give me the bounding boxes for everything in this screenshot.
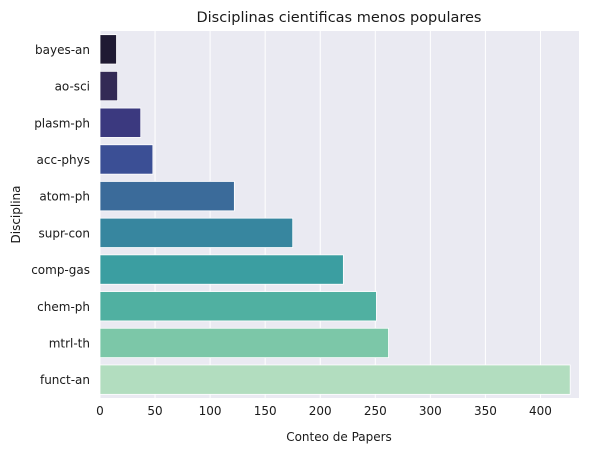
- x-tick-labels: 0 50 100 150 200 250 300 350 400: [96, 404, 552, 418]
- y-tick-label: acc-phys: [37, 153, 90, 167]
- bars: [99, 34, 571, 395]
- x-tick-label: 250: [364, 404, 387, 418]
- y-tick-label: chem-ph: [37, 300, 90, 314]
- y-axis-label: Disciplina: [9, 185, 23, 243]
- x-tick-label: 400: [529, 404, 552, 418]
- x-tick-label: 150: [254, 404, 277, 418]
- bar-ao-sci: [99, 70, 119, 102]
- y-tick-label: funct-an: [40, 373, 90, 387]
- x-tick-label: 350: [474, 404, 497, 418]
- x-tick-label: 100: [199, 404, 222, 418]
- bar-comp-gas: [99, 254, 344, 285]
- bar-acc-phys: [99, 144, 154, 175]
- bar-supr-con: [99, 217, 294, 248]
- x-axis-label: Conteo de Papers: [286, 430, 392, 444]
- y-tick-label: bayes-an: [35, 43, 90, 57]
- bar-funct-an: [99, 364, 571, 395]
- bar-bayes-an: [99, 34, 117, 65]
- x-tick-label: 0: [96, 404, 104, 418]
- bar-atom-ph: [99, 181, 235, 212]
- y-tick-label: ao-sci: [55, 80, 90, 94]
- y-tick-label: mtrl-th: [49, 336, 90, 350]
- x-tick-label: 50: [147, 404, 162, 418]
- bar-plasm-ph: [99, 107, 142, 138]
- y-tick-label: atom-ph: [39, 190, 90, 204]
- y-tick-label: comp-gas: [31, 263, 90, 277]
- y-tick-label: plasm-ph: [34, 116, 90, 130]
- y-tick-label: supr-con: [38, 226, 90, 240]
- bar-chem-ph: [99, 291, 377, 322]
- chart-title: Disciplinas cientificas menos populares: [196, 10, 481, 26]
- bar-mtrl-th: [99, 327, 389, 359]
- y-tick-labels: bayes-an ao-sci plasm-ph acc-phys atom-ph sup…: [31, 43, 90, 387]
- x-tick-label: 200: [309, 404, 332, 418]
- x-tick-label: 300: [419, 404, 442, 418]
